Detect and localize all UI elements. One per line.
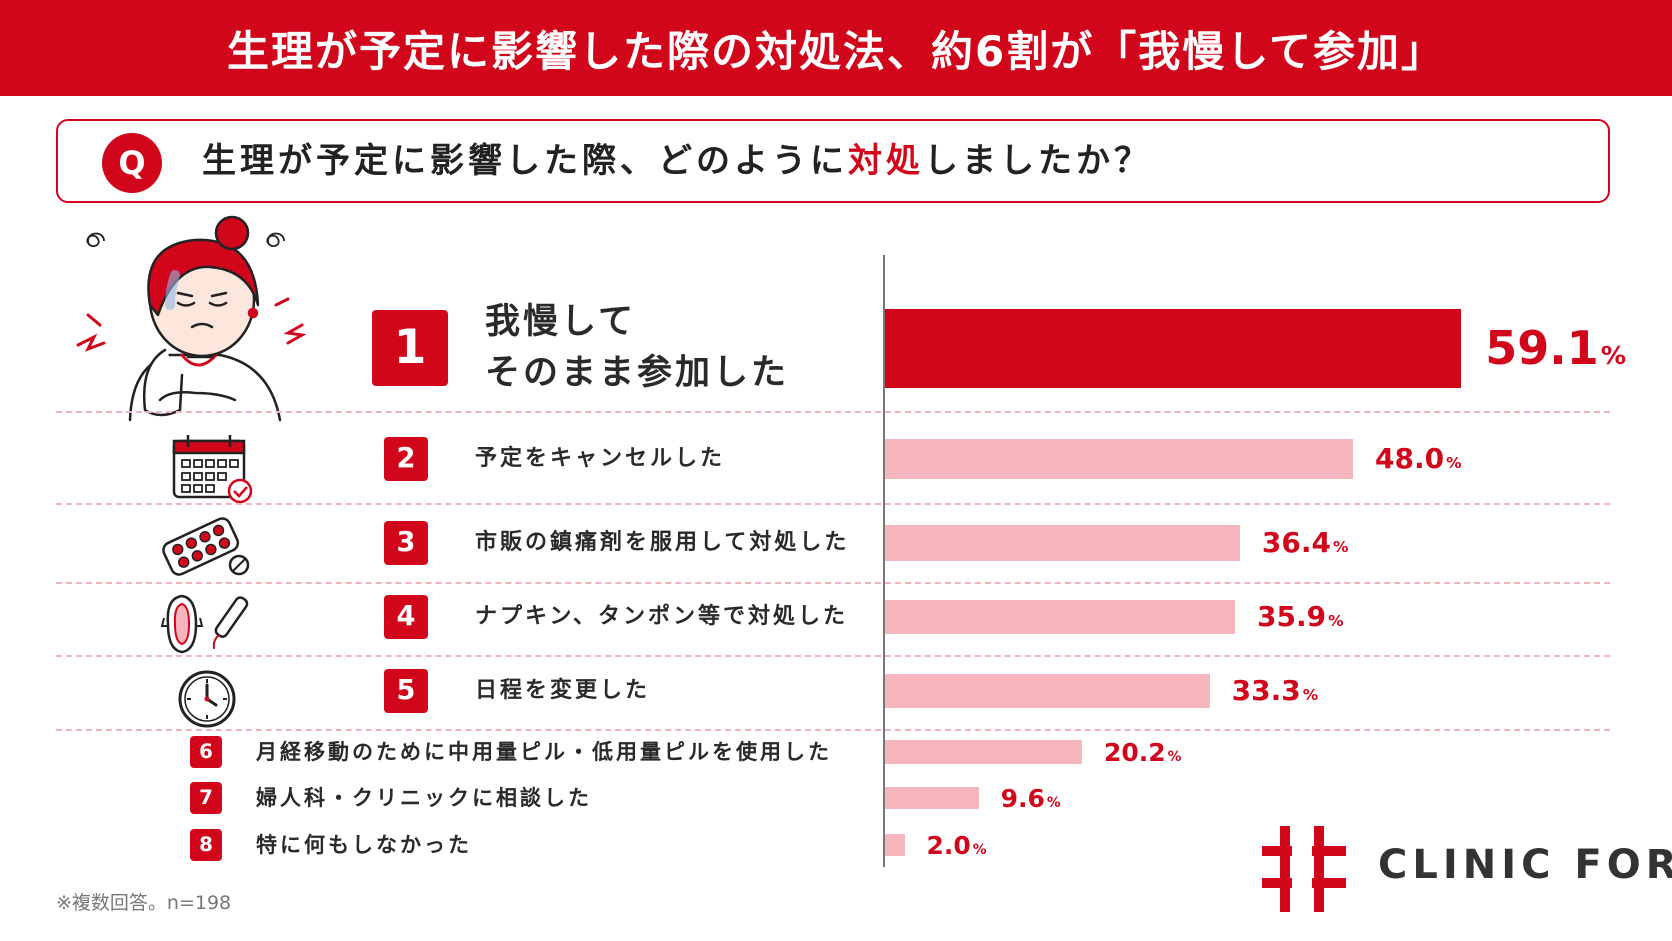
category-label-4: ナプキン、タンポン等で対処した [475,601,848,633]
title-bar: 生理が予定に影響した際の対処法、約6割が「我慢して参加」 [0,0,1672,96]
bar-8 [885,834,905,856]
category-label-7: 婦人科・クリニックに相談した [256,783,592,813]
category-label-6-line-1: 月経移動のために中用量ピル・低用量ピルを使用した [256,739,832,764]
question-box: Q 生理が予定に影響した際、どのように対処しましたか？ [56,119,1610,203]
category-label-5: 日程を変更した [475,675,650,707]
value-unit-7: % [1046,794,1061,811]
row-separator-3 [56,582,1610,584]
value-number-2: 48.0 [1375,442,1445,475]
value-unit-8: % [972,841,987,858]
value-number-7: 9.6 [1000,783,1045,813]
value-number-6: 20.2 [1103,737,1166,767]
value-number-1: 59.1 [1485,321,1599,375]
value-label-8: 2.0% [927,833,987,863]
category-label-8-line-1: 特に何もしなかった [256,832,472,857]
category-label-1-line-1: 我慢して [485,302,636,343]
value-number-3: 36.4 [1261,526,1331,559]
bar-5 [885,674,1210,708]
page-title: 生理が予定に影響した際の対処法、約6割が「我慢して参加」 [227,26,1445,76]
rank-badge-1: 1 [372,310,448,386]
bar-3 [885,525,1240,561]
value-number-8: 2.0 [926,830,971,860]
rank-badge-3: 3 [384,521,428,565]
bar-7 [885,787,979,809]
rank-badge-5: 5 [384,669,428,713]
category-label-1: 我慢してそのまま参加した [485,297,789,399]
brand-name: CLINIC FOR [1378,842,1672,888]
value-unit-5: % [1302,686,1319,704]
bar-4 [885,600,1236,634]
rank-badge-4: 4 [384,595,428,639]
category-label-3: 市販の鎮痛剤を服用して対処した [475,527,849,559]
value-label-3: 36.4% [1262,529,1349,561]
row-separator-4 [56,655,1610,657]
napkin-tampon-icon [160,594,249,654]
category-label-8: 特に何もしなかった [256,830,472,860]
clock-icon [178,670,236,728]
value-unit-6: % [1167,748,1182,765]
bar-2 [885,439,1353,479]
bar-6 [885,740,1082,764]
row-separator-2 [56,503,1610,505]
value-unit-1: % [1600,341,1627,370]
category-label-4-line-1: ナプキン、タンポン等で対処した [475,604,849,630]
category-label-2-line-1: 予定をキャンセルした [475,446,726,472]
rank-badge-2: 2 [384,437,428,481]
value-number-4: 35.9 [1257,600,1327,633]
row-separator-5 [56,729,1610,731]
value-label-7: 9.6% [1001,786,1061,816]
row-separator-1 [56,411,1610,413]
category-label-6: 月経移動のために中用量ピル・低用量ピルを使用した [256,737,832,767]
question-text-highlight: 対処 [848,141,924,181]
value-label-1: 59.1% [1485,325,1626,379]
footnote: ※複数回答。n=198 [56,892,232,914]
category-label-5-line-1: 日程を変更した [475,678,651,704]
woman-pain-icon [76,215,307,422]
value-label-2: 48.0% [1375,445,1462,477]
category-label-3-line-1: 市販の鎮痛剤を服用して対処した [475,530,850,556]
question-text-after: しましたか？ [924,141,1152,181]
question-text-before: 生理が予定に影響した際、どのように [202,141,848,181]
chart-axis-line [883,255,885,867]
question-text: 生理が予定に影響した際、どのように対処しましたか？ [202,121,1152,201]
value-label-5: 33.3% [1232,677,1319,709]
value-label-4: 35.9% [1257,603,1344,635]
pill-pack-icon [162,517,250,576]
rank-badge-7: 7 [190,782,222,814]
clinic-for-logo-icon [1262,826,1346,912]
value-unit-2: % [1446,454,1462,472]
value-unit-3: % [1332,538,1349,556]
value-label-6: 20.2% [1104,740,1181,770]
calendar-check-icon [172,435,253,504]
question-badge: Q [102,133,162,193]
category-label-7-line-1: 婦人科・クリニックに相談した [256,785,592,810]
bar-1 [885,308,1462,388]
rank-badge-6: 6 [190,736,222,768]
value-unit-4: % [1328,612,1344,630]
value-number-5: 33.3 [1231,674,1301,707]
category-label-2: 予定をキャンセルした [475,443,725,475]
category-label-1-line-2: そのまま参加した [485,353,790,393]
rank-badge-8: 8 [190,829,222,861]
